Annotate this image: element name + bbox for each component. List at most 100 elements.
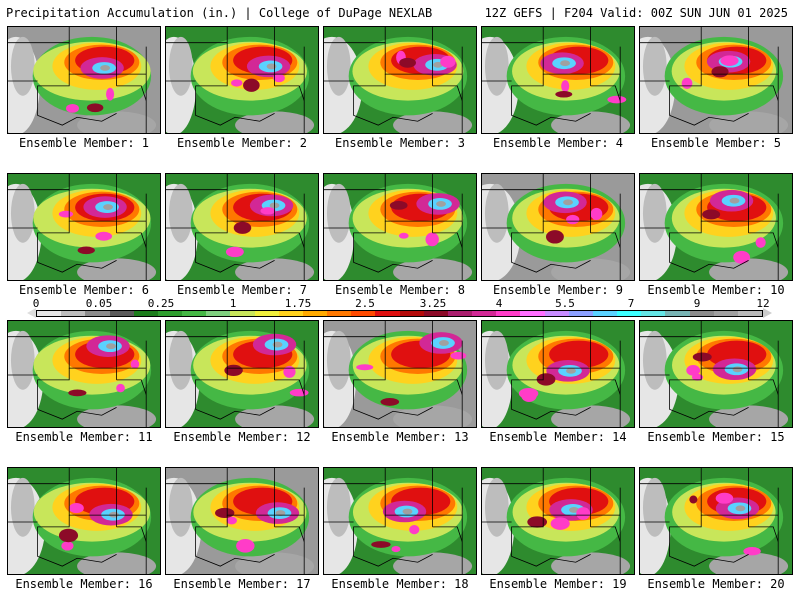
light-precip-region [10, 36, 35, 96]
coastal-precip-region [77, 258, 157, 280]
precip-field [640, 330, 789, 427]
colorbar-swatch [182, 311, 207, 316]
ensemble-member-map [323, 173, 477, 281]
precip-field [482, 330, 631, 427]
state-border [166, 336, 305, 369]
storm-cell [69, 502, 84, 514]
storm-cell [545, 230, 564, 244]
colorbar-swatch [520, 311, 545, 316]
colorbar-tick-label: 1.75 [284, 297, 312, 310]
ensemble-member-label: Ensemble Member: 4 [492, 136, 624, 150]
ensemble-member-map [639, 467, 793, 575]
ensemble-member-map [639, 320, 793, 428]
state-border [590, 379, 621, 395]
light-precip-region [168, 477, 193, 537]
storm-cell [440, 55, 456, 68]
state-border [8, 42, 147, 75]
state-border [640, 42, 779, 75]
state-border [195, 368, 275, 420]
storm-cell [58, 528, 79, 543]
storm-cell [681, 77, 693, 89]
light-precip-region [642, 330, 667, 390]
state-border [669, 221, 749, 273]
ensemble-member-map [7, 320, 161, 428]
state-border [353, 515, 433, 567]
ensemble-member-label: Ensemble Member: 14 [489, 430, 627, 444]
storm-cell [86, 103, 104, 113]
state-border [353, 221, 433, 273]
precip-map [166, 27, 318, 133]
extreme-precip-core [266, 63, 277, 70]
state-border [116, 232, 147, 248]
ensemble-member-label: Ensemble Member: 20 [647, 577, 785, 591]
precip-field [640, 183, 789, 280]
storm-cell [215, 507, 235, 519]
storm-cell [399, 57, 416, 68]
ensemble-member-label: Ensemble Member: 9 [492, 283, 624, 297]
storm-cell [58, 210, 74, 218]
colorbar-swatch [496, 311, 521, 316]
state-border [116, 85, 147, 101]
precip-field [8, 36, 157, 133]
storm-cell [743, 547, 761, 556]
storm-cell [550, 517, 570, 530]
precip-map [8, 468, 160, 574]
state-border [511, 515, 591, 567]
storm-cell [226, 516, 237, 525]
storm-cell [61, 541, 74, 551]
storm-cell [391, 546, 401, 553]
storm-cell [236, 539, 255, 553]
coastal-precip-region [709, 552, 789, 574]
ensemble-member-label: Ensemble Member: 1 [18, 136, 150, 150]
state-border [353, 74, 433, 126]
extreme-precip-core [106, 343, 116, 350]
extreme-precip-core [563, 199, 573, 206]
storm-cell [260, 207, 276, 215]
precip-field [8, 330, 157, 427]
colorbar-swatch [206, 311, 231, 316]
precip-field [324, 183, 473, 280]
colorbar-left-arrow [27, 308, 36, 318]
coastal-precip-region [235, 552, 315, 574]
state-border [669, 515, 749, 567]
precip-field [8, 477, 157, 574]
storm-cell [225, 246, 244, 258]
colorbar-swatch [109, 311, 134, 316]
storm-cell [380, 397, 400, 406]
colorbar-swatch [85, 311, 110, 316]
state-border [482, 42, 621, 75]
storm-cell [536, 373, 556, 386]
ensemble-member-map [7, 26, 161, 134]
ensemble-member-label: Ensemble Member: 17 [173, 577, 311, 591]
storm-cell [356, 364, 374, 371]
colorbar-tick-label: 0.25 [147, 297, 175, 310]
ensemble-member-label: Ensemble Member: 13 [331, 430, 469, 444]
light-precip-region [642, 36, 667, 96]
storm-cell [733, 250, 751, 264]
storm-cell [686, 364, 701, 376]
colorbar-swatch [351, 311, 376, 316]
colorbar-swatch [230, 311, 255, 316]
storm-cell [95, 231, 113, 241]
precip-map [324, 174, 476, 280]
extreme-precip-core [732, 366, 743, 373]
state-border [195, 221, 275, 273]
colorbar-swatch [278, 311, 303, 316]
storm-cell [561, 80, 570, 93]
coastal-precip-region [551, 405, 631, 427]
storm-cell [450, 351, 467, 360]
storm-cell [231, 79, 243, 87]
colorbar-tick-label: 5.5 [555, 297, 575, 310]
ensemble-member-map [481, 467, 635, 575]
extreme-precip-core [569, 506, 579, 513]
colorbar-swatch [665, 311, 690, 316]
storm-cell [371, 541, 391, 548]
precip-field [166, 330, 315, 427]
coastal-precip-region [77, 111, 157, 133]
ensemble-member-map [481, 320, 635, 428]
state-border [748, 379, 779, 395]
state-border [324, 336, 463, 369]
storm-cell [425, 232, 439, 247]
extreme-precip-core [566, 367, 576, 374]
ensemble-member-map [481, 26, 635, 134]
